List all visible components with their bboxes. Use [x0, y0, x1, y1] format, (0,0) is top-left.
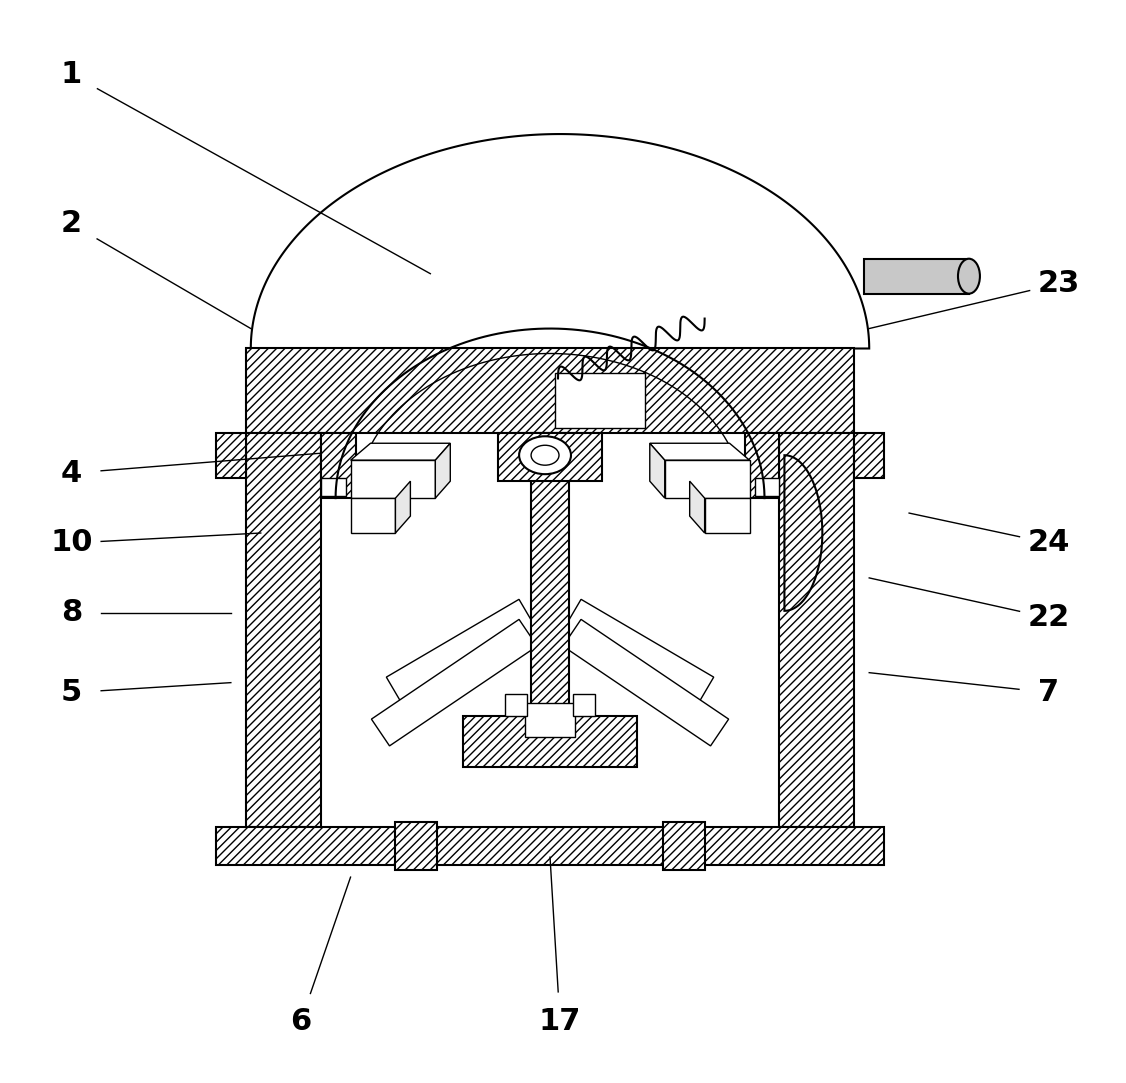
Text: 1: 1 [61, 60, 82, 89]
Polygon shape [650, 443, 664, 498]
Bar [498, 433, 602, 481]
Polygon shape [705, 498, 750, 533]
Ellipse shape [531, 445, 558, 466]
Ellipse shape [519, 436, 571, 474]
Bar [321, 433, 356, 498]
Polygon shape [395, 481, 410, 533]
Bar [245, 349, 855, 433]
Bar [395, 822, 437, 870]
Bar [744, 433, 779, 498]
Text: 23: 23 [1037, 270, 1080, 298]
Bar [573, 693, 595, 716]
Polygon shape [664, 460, 750, 498]
Polygon shape [689, 481, 705, 533]
Text: 2: 2 [61, 209, 82, 238]
Polygon shape [386, 599, 537, 708]
Bar [463, 716, 637, 768]
Polygon shape [350, 460, 436, 498]
Bar [216, 433, 245, 479]
Bar [506, 693, 527, 716]
Text: 10: 10 [50, 529, 92, 558]
Text: 8: 8 [61, 598, 82, 627]
Bar [321, 479, 346, 496]
Ellipse shape [958, 259, 980, 293]
Text: 5: 5 [61, 678, 82, 707]
Polygon shape [251, 134, 869, 349]
Polygon shape [372, 619, 537, 746]
Polygon shape [563, 599, 714, 708]
Text: 24: 24 [1028, 529, 1070, 558]
Text: 4: 4 [61, 459, 82, 487]
Text: 6: 6 [291, 1007, 311, 1036]
Bar [531, 433, 569, 738]
Bar [754, 479, 779, 496]
Text: 17: 17 [539, 1007, 581, 1036]
Polygon shape [650, 443, 750, 460]
Bar [555, 374, 645, 428]
Bar [663, 822, 705, 870]
Polygon shape [785, 455, 822, 611]
Polygon shape [563, 619, 729, 746]
Bar [216, 827, 884, 865]
Polygon shape [350, 443, 450, 460]
Text: 7: 7 [1038, 678, 1060, 707]
Text: 22: 22 [1028, 603, 1070, 632]
Bar [245, 433, 321, 827]
Polygon shape [436, 443, 450, 498]
Polygon shape [350, 498, 395, 533]
Bar [779, 433, 855, 827]
Bar [855, 433, 884, 479]
Bar [525, 703, 575, 738]
Bar [865, 259, 969, 293]
